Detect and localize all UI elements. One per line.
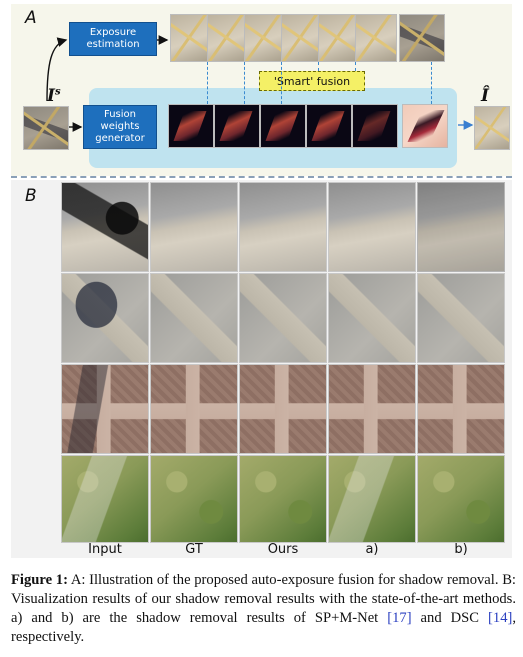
row1-gt	[150, 182, 238, 272]
exposure-image-3	[244, 14, 286, 62]
input-image	[23, 106, 69, 150]
row2-a	[328, 273, 416, 363]
col-label-a: a)	[365, 542, 379, 557]
input-symbol: Is	[47, 86, 61, 106]
row1-b	[417, 182, 505, 272]
caption-prefix: Figure 1:	[11, 572, 68, 588]
connector-4	[318, 62, 319, 71]
weight-map-5	[352, 104, 398, 148]
exposure-image-4	[281, 14, 323, 62]
panel-b: B Input GT Ours a) b)	[11, 180, 512, 558]
col-label-input: Input	[88, 542, 122, 557]
row3-input	[61, 364, 149, 454]
row3-ours	[239, 364, 327, 454]
row4-a	[328, 455, 416, 543]
arrow-input-to-exposure	[46, 37, 68, 102]
weight-map-1	[168, 104, 214, 148]
citation-17[interactable]: [17]	[387, 610, 412, 626]
exposure-box-line1: Exposure	[89, 27, 137, 38]
row1-ours	[239, 182, 327, 272]
output-image	[474, 106, 510, 150]
connector-3	[281, 62, 282, 104]
weights-box-line3: generator	[95, 133, 145, 144]
caption-text-2: and DSC	[411, 610, 489, 626]
fusion-weights-generator-box: Fusion weights generator	[83, 105, 157, 149]
input-symbol-letter: I	[47, 86, 55, 106]
row3-gt	[150, 364, 238, 454]
exposure-input-copy	[399, 14, 445, 62]
connector-1	[207, 62, 208, 104]
smart-fusion-label: 'Smart' fusion	[259, 71, 365, 91]
panel-a-label: A	[25, 8, 37, 28]
row4-input	[61, 455, 149, 543]
connector-2	[244, 62, 245, 104]
col-label-ours: Ours	[267, 542, 299, 557]
row2-b	[417, 273, 505, 363]
row1-a	[328, 182, 416, 272]
citation-14[interactable]: [14]	[488, 610, 513, 626]
output-symbol: Î	[481, 86, 489, 106]
row2-ours	[239, 273, 327, 363]
weight-map-3	[260, 104, 306, 148]
weight-map-2	[214, 104, 260, 148]
row2-input	[61, 273, 149, 363]
row1-input	[61, 182, 149, 272]
exposure-image-5	[318, 14, 360, 62]
row4-b	[417, 455, 505, 543]
connector-5	[355, 62, 356, 71]
exposure-box-line2: estimation	[86, 39, 140, 50]
exposure-estimation-box: Exposure estimation	[69, 22, 157, 56]
row3-a	[328, 364, 416, 454]
col-label-b: b)	[454, 542, 468, 557]
weight-map-4	[306, 104, 352, 148]
figure-caption: Figure 1: A: Illustration of the propose…	[11, 571, 516, 647]
panel-a: A Exposure estimation Is Fusion weights gen…	[11, 4, 512, 176]
panel-divider	[11, 176, 512, 178]
row3-b	[417, 364, 505, 454]
caption-text-3: , respectively.	[11, 610, 517, 645]
weights-box-line1: Fusion	[103, 109, 136, 120]
connector-6	[431, 62, 432, 104]
panel-b-label: B	[25, 186, 37, 206]
exposure-image-6	[355, 14, 397, 62]
row4-gt	[150, 455, 238, 543]
weights-box-line2: weights	[100, 121, 140, 132]
weight-map-6	[402, 104, 448, 148]
row4-ours	[239, 455, 327, 543]
input-symbol-superscript: s	[54, 86, 61, 98]
col-label-gt: GT	[185, 542, 203, 557]
row2-gt	[150, 273, 238, 363]
caption-text-1: A: Illustration of the proposed auto-exp…	[11, 572, 516, 626]
exposure-image-2	[207, 14, 249, 62]
exposure-image-1	[170, 14, 212, 62]
